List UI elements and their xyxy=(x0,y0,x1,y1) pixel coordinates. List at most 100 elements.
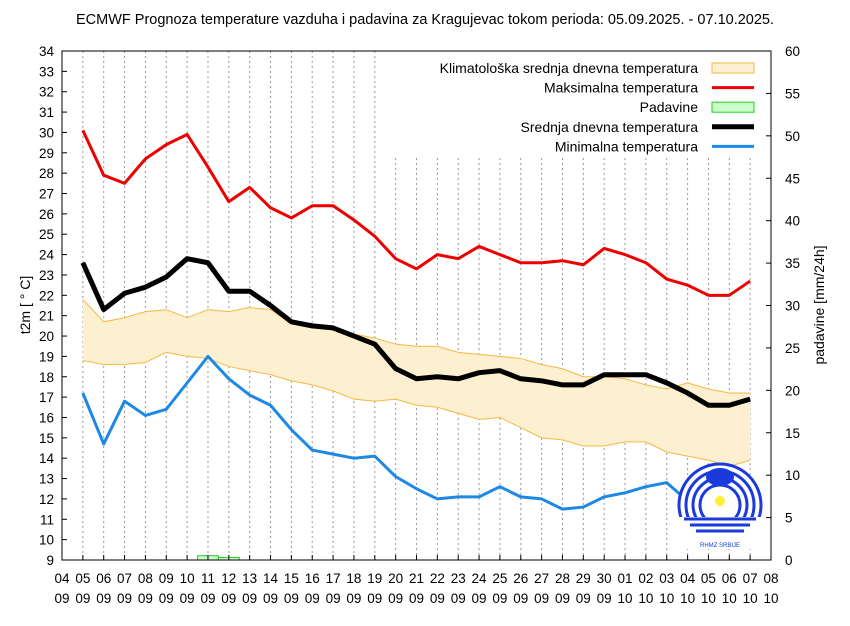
y2-tick-label: 55 xyxy=(785,86,800,101)
y2-tick-label: 45 xyxy=(785,171,800,186)
x-tick-label-month: 09 xyxy=(451,591,466,606)
x-tick-label-day: 24 xyxy=(472,571,488,586)
x-tick-label-day: 30 xyxy=(597,571,612,586)
y-tick-label: 31 xyxy=(39,105,54,120)
y2-axis-label: padavine [mm/24h] xyxy=(811,245,827,364)
x-tick-label-month: 09 xyxy=(117,591,132,606)
chart-title: ECMWF Prognoza temperature vazduha i pad… xyxy=(76,12,774,28)
x-tick-label-day: 03 xyxy=(659,571,674,586)
x-tick-label-day: 08 xyxy=(763,571,778,586)
x-tick-label-day: 06 xyxy=(96,571,111,586)
x-tick-label-day: 16 xyxy=(305,571,320,586)
y-tick-label: 32 xyxy=(39,85,54,100)
y2-tick-label: 60 xyxy=(785,44,800,59)
x-tick-label-month: 09 xyxy=(180,591,195,606)
y2-tick-label: 35 xyxy=(785,256,800,271)
y-tick-label: 15 xyxy=(39,431,54,446)
y-tick-label: 17 xyxy=(39,390,54,405)
x-tick-label-day: 01 xyxy=(618,571,633,586)
x-tick-label-day: 14 xyxy=(263,571,279,586)
x-tick-label-day: 05 xyxy=(75,571,90,586)
legend-label: Maksimalna temperatura xyxy=(544,80,698,96)
series-line-maksimalna-temperatura xyxy=(81,129,751,297)
y-tick-label: 24 xyxy=(39,248,55,263)
x-tick-label-month: 09 xyxy=(96,591,111,606)
x-tick-label-month: 09 xyxy=(430,591,445,606)
x-tick-label-day: 29 xyxy=(576,571,591,586)
y2-tick-label: 40 xyxy=(785,214,800,229)
y-tick-label: 30 xyxy=(39,125,54,140)
y-tick-label: 25 xyxy=(39,227,54,242)
y2-tick-label: 30 xyxy=(785,299,800,314)
x-tick-label-month: 10 xyxy=(680,591,695,606)
y2-tick-label: 15 xyxy=(785,426,800,441)
x-tick-label-month: 10 xyxy=(701,591,716,606)
svg-text:RHMZ SRBIJE: RHMZ SRBIJE xyxy=(700,543,740,549)
y-tick-label: 16 xyxy=(39,410,54,425)
x-tick-label-month: 09 xyxy=(159,591,174,606)
plot-frame xyxy=(61,50,772,561)
x-tick-label-day: 02 xyxy=(638,571,653,586)
y-tick-label: 12 xyxy=(39,492,54,507)
y-tick-label: 14 xyxy=(39,451,55,466)
x-tick-label-day: 09 xyxy=(159,571,174,586)
y-tick-label: 10 xyxy=(39,533,54,548)
y2-tick-label: 25 xyxy=(785,341,800,356)
x-tick-label-day: 11 xyxy=(201,571,215,586)
x-tick-label-month: 09 xyxy=(555,591,570,606)
legend-label: Minimalna temperatura xyxy=(555,138,698,154)
y-tick-label: 29 xyxy=(39,146,54,161)
y-tick-label: 28 xyxy=(39,166,54,181)
x-tick-label-day: 15 xyxy=(284,571,299,586)
x-tick-label-month: 09 xyxy=(54,591,69,606)
x-tick-label-day: 19 xyxy=(367,571,382,586)
legend-label: Srednja dnevna temperatura xyxy=(521,119,699,135)
rhmz-logo: RHMZ SRBIJE xyxy=(677,462,763,549)
x-tick-label-month: 10 xyxy=(743,591,758,606)
x-tick-label-day: 21 xyxy=(409,571,424,586)
x-tick-label-day: 05 xyxy=(701,571,716,586)
x-tick-label-month: 10 xyxy=(722,591,737,606)
y-tick-label: 9 xyxy=(46,553,54,568)
y-tick-label: 21 xyxy=(39,309,54,324)
x-tick-label-month: 09 xyxy=(388,591,403,606)
x-tick-label-month: 10 xyxy=(638,591,653,606)
y-tick-label: 33 xyxy=(39,64,54,79)
x-tick-label-month: 09 xyxy=(346,591,361,606)
x-tick-label-day: 22 xyxy=(430,571,445,586)
x-tick-label-day: 12 xyxy=(221,571,236,586)
x-tick-label-month: 09 xyxy=(513,591,528,606)
climatology-upper-line xyxy=(82,299,751,394)
x-tick-label-month: 09 xyxy=(576,591,591,606)
x-tick-label-day: 04 xyxy=(680,571,696,586)
legend-swatch-climatology xyxy=(711,62,755,74)
y-tick-label: 13 xyxy=(39,472,54,487)
y-axis-label: t2m [ ° C] xyxy=(17,276,33,335)
x-tick-label-day: 06 xyxy=(722,571,737,586)
x-tick-label-day: 27 xyxy=(534,571,549,586)
y-tick-label: 18 xyxy=(39,370,54,385)
y-tick-label: 22 xyxy=(39,288,54,303)
legend-label: Padavine xyxy=(640,99,699,115)
x-tick-label-month: 10 xyxy=(618,591,633,606)
x-tick-label-day: 08 xyxy=(138,571,153,586)
x-tick-label-day: 07 xyxy=(743,571,758,586)
x-tick-label-day: 13 xyxy=(242,571,257,586)
x-tick-label-month: 09 xyxy=(242,591,257,606)
x-tick-label-day: 18 xyxy=(346,571,361,586)
y-tick-label: 11 xyxy=(40,512,54,527)
y-tick-label: 23 xyxy=(39,268,54,283)
y2-tick-label: 50 xyxy=(785,129,800,144)
x-tick-label-month: 09 xyxy=(326,591,341,606)
x-tick-label-month: 09 xyxy=(284,591,299,606)
x-tick-label-month: 09 xyxy=(492,591,507,606)
legend-swatch-precipitation xyxy=(711,101,755,113)
x-tick-label-day: 17 xyxy=(326,571,341,586)
y-tick-label: 20 xyxy=(39,329,54,344)
y-tick-label: 19 xyxy=(39,349,54,364)
x-tick-label-day: 25 xyxy=(492,571,507,586)
x-tick-label-day: 28 xyxy=(555,571,570,586)
x-tick-label-day: 04 xyxy=(54,571,70,586)
x-tick-label-month: 09 xyxy=(305,591,320,606)
